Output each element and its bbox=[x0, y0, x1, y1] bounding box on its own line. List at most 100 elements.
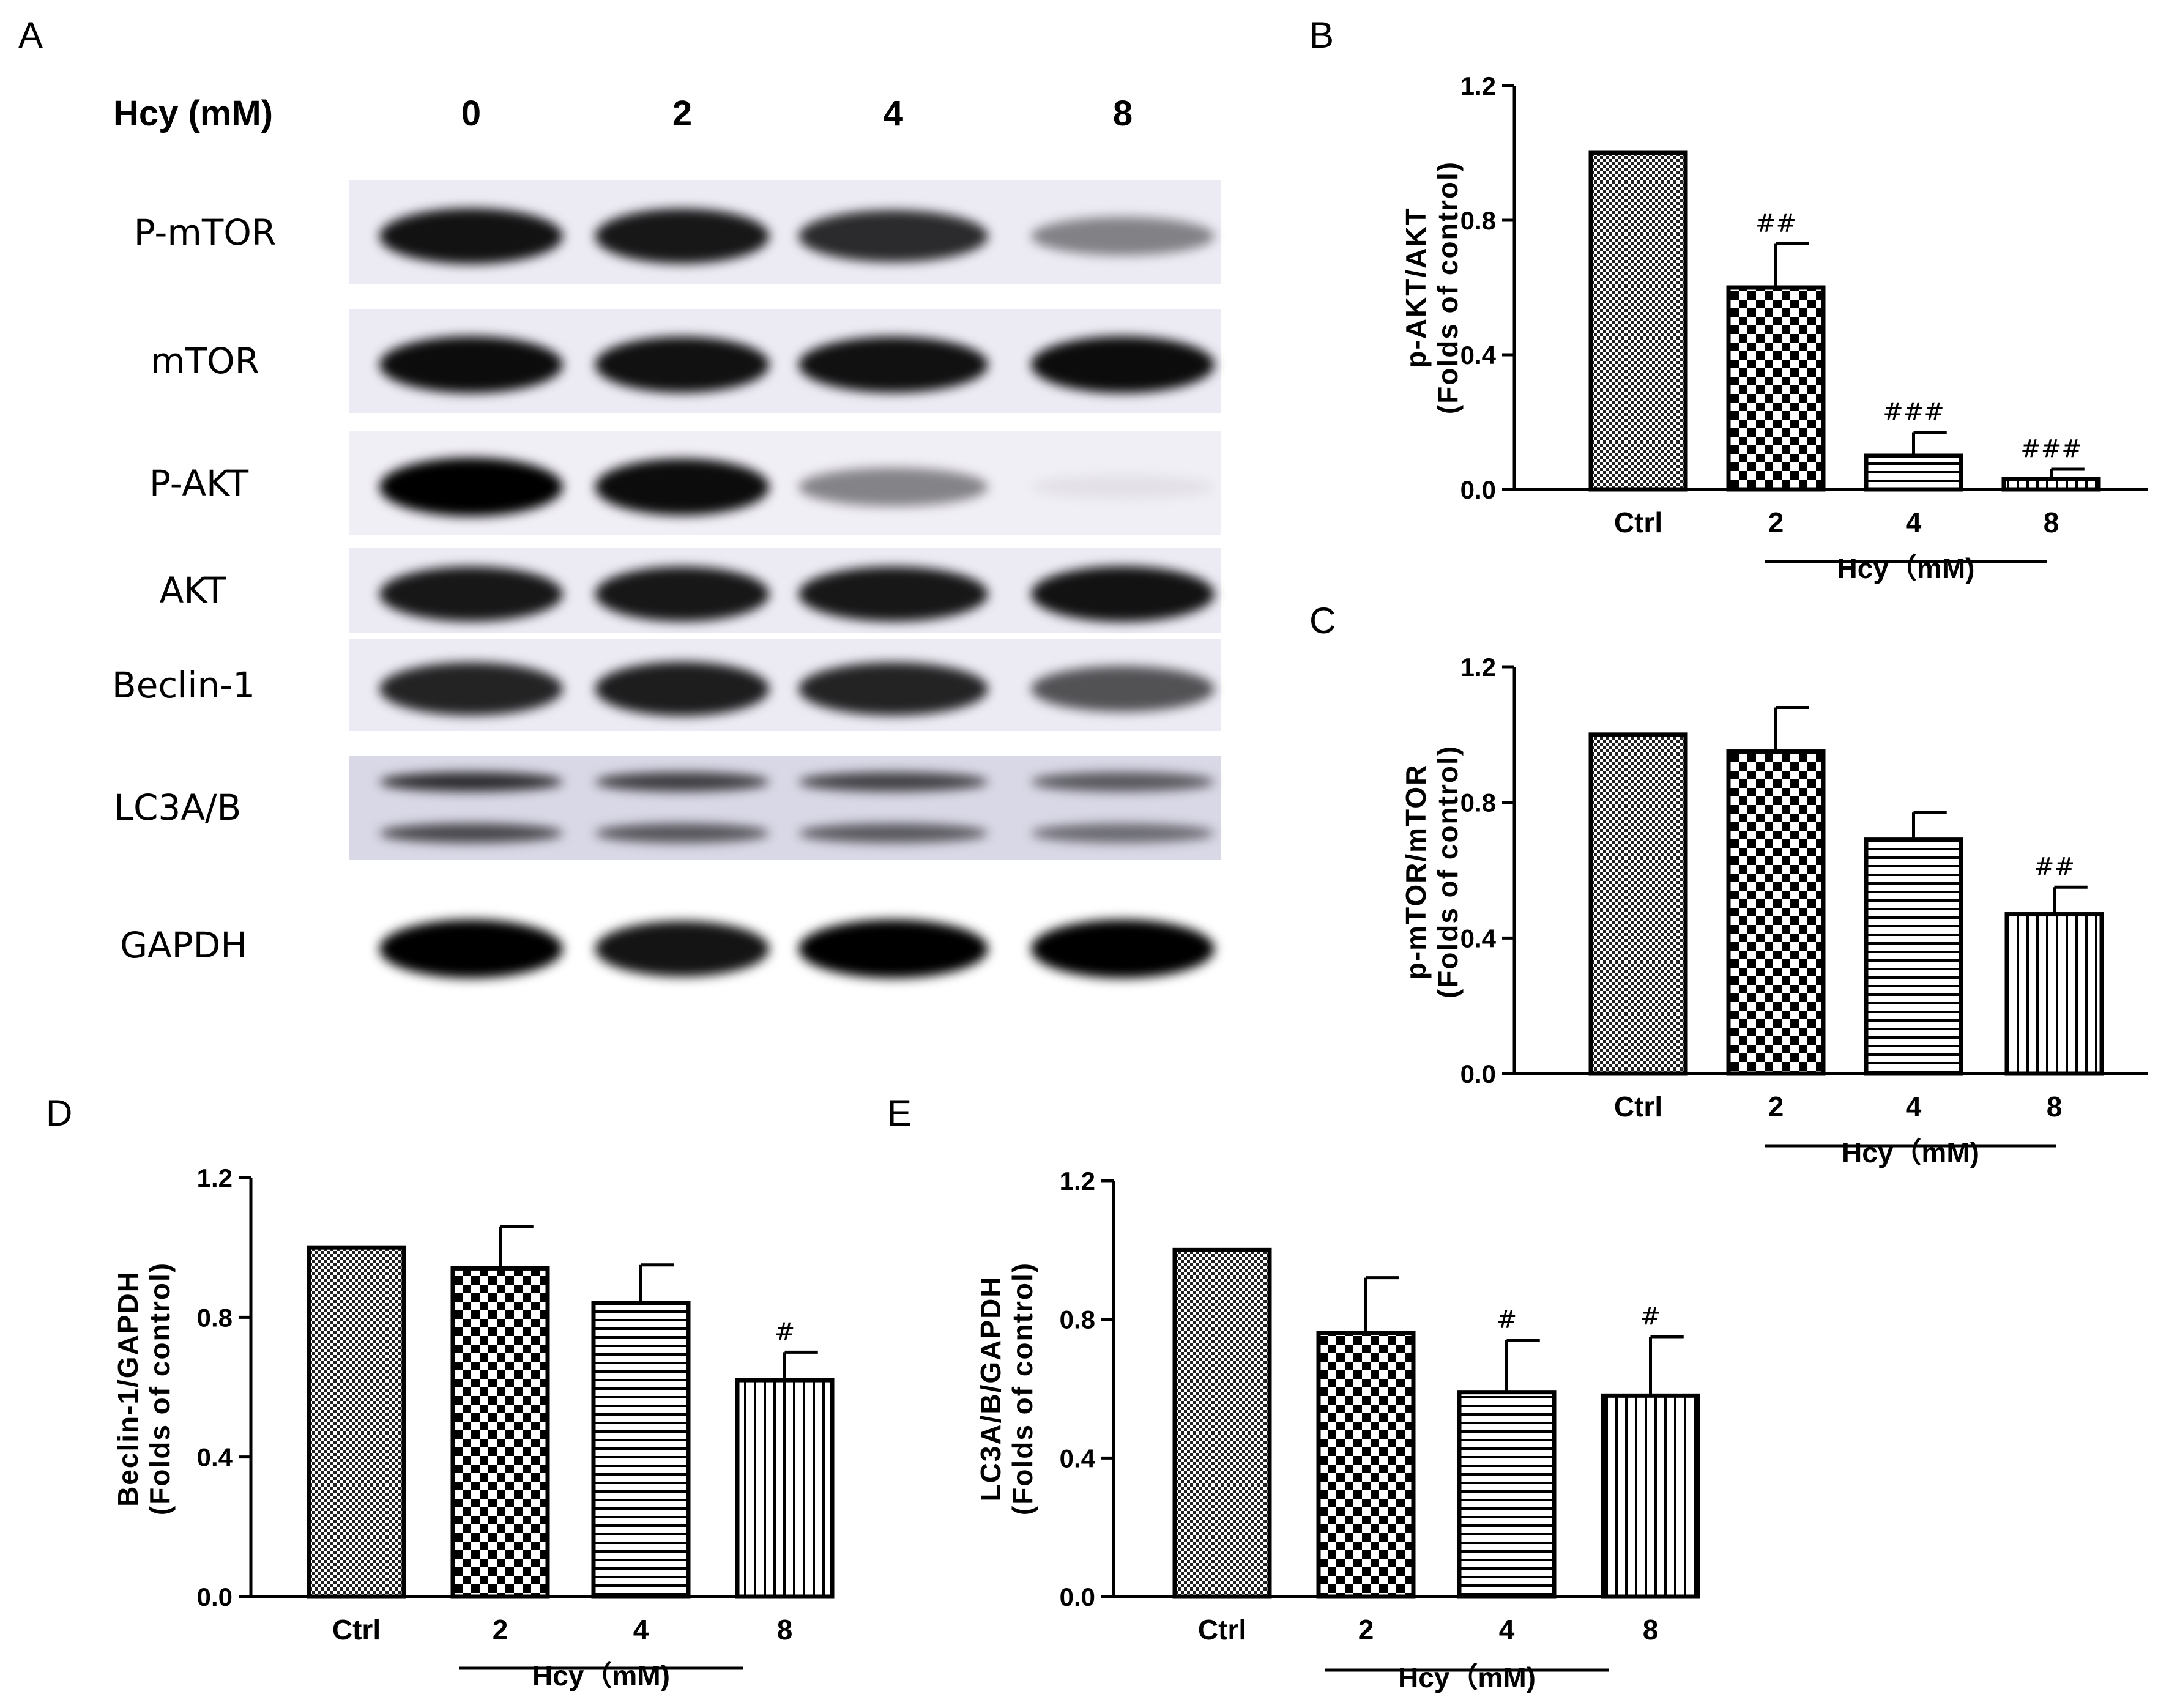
category-label: 8 bbox=[777, 1614, 793, 1646]
y-axis-label-line1: p-AKT/AKT bbox=[1400, 207, 1432, 368]
blot-band bbox=[379, 772, 563, 792]
blot-lane-labels: 0 2 4 8 bbox=[461, 94, 1133, 133]
blot-band bbox=[379, 336, 563, 393]
y-tick-label: 0.8 bbox=[1460, 206, 1496, 235]
blot-band bbox=[379, 919, 563, 978]
category-label: 8 bbox=[2047, 1091, 2063, 1123]
y-axis-label: p-AKT/AKT(Folds of control) bbox=[1400, 161, 1464, 414]
y-axis-label-line2: (Folds of control) bbox=[144, 1262, 176, 1515]
y-axis-label-line2: (Folds of control) bbox=[1432, 161, 1464, 414]
y-tick-label: 0.0 bbox=[1060, 1583, 1095, 1611]
y-tick-label: 0.4 bbox=[1060, 1444, 1096, 1472]
blot-row: GAPDH bbox=[120, 899, 1221, 991]
bar bbox=[591, 1301, 691, 1599]
significance-mark: ### bbox=[1883, 398, 1944, 426]
group-label: Hcy（mM) bbox=[1842, 1137, 1979, 1168]
bar bbox=[1864, 453, 1963, 492]
significance-mark: ## bbox=[2034, 853, 2075, 881]
y-tick-label: 1.2 bbox=[1460, 72, 1496, 100]
blot-band bbox=[595, 336, 770, 393]
blot-band bbox=[379, 458, 563, 516]
panel-a-western-blot: A Hcy (mM) 0 2 4 8 P-mTOR mTOR P-AKT AKT Beclin… bbox=[18, 15, 1221, 991]
blot-band bbox=[379, 566, 563, 622]
category-label: Ctrl bbox=[1198, 1614, 1246, 1646]
category-label: 4 bbox=[1499, 1614, 1515, 1646]
y-axis-label-line1: LC3A/B/GAPDH bbox=[975, 1275, 1006, 1501]
blot-band bbox=[1031, 823, 1215, 843]
y-axis-label: LC3A/B/GAPDH(Folds of control) bbox=[975, 1262, 1038, 1515]
blot-row: AKT bbox=[160, 548, 1221, 633]
blot-band bbox=[798, 467, 988, 507]
blot-row-label: AKT bbox=[160, 570, 226, 611]
bar bbox=[1601, 1393, 1700, 1599]
category-label: 2 bbox=[493, 1614, 508, 1646]
y-tick-label: 0.4 bbox=[1460, 341, 1497, 369]
blot-band bbox=[1031, 666, 1215, 712]
y-tick-label: 0.8 bbox=[1060, 1305, 1095, 1334]
blot-row-label: Beclin-1 bbox=[112, 664, 255, 706]
bar bbox=[450, 1266, 550, 1599]
blot-row: Beclin-1 bbox=[112, 639, 1221, 731]
panel-a-letter: A bbox=[18, 15, 43, 56]
significance-mark: # bbox=[775, 1318, 795, 1346]
bar bbox=[307, 1245, 406, 1599]
blot-band bbox=[798, 823, 988, 843]
bar bbox=[2004, 912, 2104, 1076]
bar bbox=[1457, 1390, 1557, 1599]
blot-band bbox=[798, 336, 988, 393]
bar bbox=[1172, 1247, 1272, 1599]
blot-band bbox=[379, 823, 563, 843]
blot-band bbox=[595, 209, 770, 264]
y-axis-label-line1: p-mTOR/mTOR bbox=[1400, 764, 1432, 980]
blot-band bbox=[798, 662, 988, 716]
panel-letter: D bbox=[46, 1093, 72, 1134]
blot-lane-label: 0 bbox=[461, 94, 481, 133]
y-tick-label: 1.2 bbox=[1460, 653, 1496, 681]
category-label: 4 bbox=[1906, 507, 1922, 538]
y-tick-label: 0.0 bbox=[197, 1583, 233, 1611]
y-tick-label: 0.8 bbox=[1460, 789, 1496, 817]
bar bbox=[2001, 477, 2101, 492]
y-tick-label: 0.0 bbox=[1460, 475, 1496, 504]
y-tick-label: 0.4 bbox=[1460, 924, 1497, 952]
blot-row: P-mTOR bbox=[134, 180, 1221, 284]
category-label: 8 bbox=[1643, 1614, 1659, 1646]
significance-mark: # bbox=[1497, 1306, 1517, 1334]
blot-band bbox=[798, 772, 988, 792]
blot-row: mTOR bbox=[151, 309, 1221, 413]
y-tick-label: 0.4 bbox=[197, 1443, 233, 1472]
blot-row-label: GAPDH bbox=[120, 924, 247, 966]
y-axis-label-line2: (Folds of control) bbox=[1006, 1262, 1038, 1515]
panel-b-chart: B 0.0 0.4 0.8 1.2 p-AKT/AKT(Folds of control)… bbox=[1309, 15, 2148, 584]
blot-row: P-AKT bbox=[149, 431, 1221, 535]
category-label: 2 bbox=[1768, 507, 1784, 538]
blot-lane-label: 8 bbox=[1113, 94, 1133, 133]
bar bbox=[1726, 285, 1826, 492]
category-label: 4 bbox=[1906, 1091, 1922, 1123]
y-tick-label: 0.8 bbox=[197, 1303, 233, 1332]
blot-membrane bbox=[349, 756, 1221, 860]
blot-band bbox=[379, 662, 563, 716]
blot-band bbox=[595, 823, 770, 843]
significance-mark: # bbox=[1640, 1302, 1661, 1331]
group-label: Hcy（mM) bbox=[1398, 1662, 1536, 1693]
blot-band bbox=[1031, 217, 1215, 256]
blot-band bbox=[379, 208, 563, 264]
panel-letter: B bbox=[1309, 15, 1334, 56]
blot-rows: P-mTOR mTOR P-AKT AKT Beclin-1 LC3A/B GAPDH bbox=[112, 180, 1221, 991]
bar bbox=[1864, 837, 1963, 1076]
bar bbox=[1726, 749, 1826, 1076]
panel-e-chart: E 0.0 0.4 0.8 1.2 LC3A/B/GAPDH(Folds of contr… bbox=[887, 1093, 1700, 1693]
panel-d-chart: D 0.0 0.4 0.8 1.2 Beclin-1/GAPDH(Folds of con… bbox=[46, 1093, 835, 1691]
category-label: Ctrl bbox=[332, 1614, 381, 1646]
blot-row-label: P-mTOR bbox=[134, 212, 277, 253]
bar bbox=[1316, 1331, 1416, 1599]
blot-band bbox=[1031, 566, 1215, 622]
panel-letter: E bbox=[887, 1093, 912, 1134]
bar bbox=[1588, 732, 1688, 1076]
blot-lane-label: 2 bbox=[672, 94, 692, 133]
blot-header-label: Hcy (mM) bbox=[113, 94, 273, 133]
y-axis-label-line2: (Folds of control) bbox=[1432, 745, 1464, 998]
category-label: 2 bbox=[1358, 1614, 1374, 1646]
